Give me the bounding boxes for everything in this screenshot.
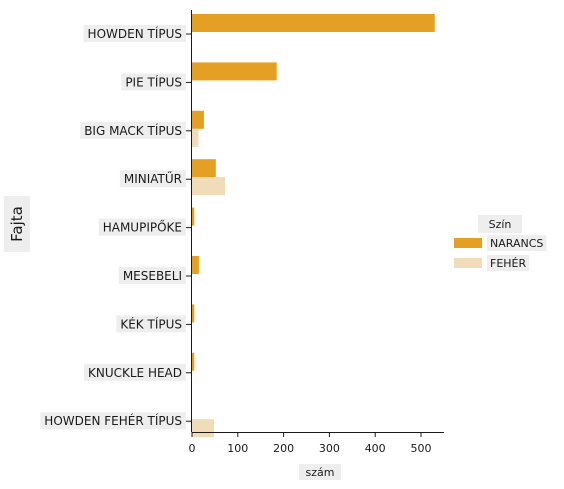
category-label-bg bbox=[83, 363, 186, 381]
category-label-bg bbox=[80, 121, 186, 139]
category-label-bg bbox=[118, 267, 186, 284]
legend-swatch-narancs bbox=[454, 238, 482, 248]
bar-fehér-3 bbox=[192, 177, 225, 196]
bar-narancs-2 bbox=[192, 110, 204, 129]
legend-label-bg bbox=[487, 255, 530, 271]
legend: Szín NARANCS FEHÉR bbox=[454, 215, 547, 271]
x-axis-title: szám bbox=[306, 466, 335, 479]
x-axis-title-bg bbox=[299, 464, 341, 480]
category-label-bg bbox=[121, 73, 186, 91]
x-tick-label: 200 bbox=[273, 442, 294, 455]
bar-narancs-3 bbox=[192, 159, 216, 178]
x-tick-label: 500 bbox=[411, 442, 432, 455]
category-label: HOWDEN FEHÉR TÍPUS bbox=[44, 413, 182, 428]
legend-label-fehér: FEHÉR bbox=[490, 257, 526, 270]
y-axis-title-bg bbox=[4, 196, 30, 252]
x-tick-label: 100 bbox=[227, 442, 248, 455]
category-label: PIE TÍPUS bbox=[125, 74, 182, 89]
bar-fehér-2 bbox=[192, 128, 199, 147]
category-label-bg bbox=[40, 412, 186, 430]
category-label: HAMUPIPŐKE bbox=[103, 220, 182, 235]
x-tick-label: 300 bbox=[319, 442, 340, 455]
category-label: MESEBELI bbox=[123, 269, 182, 283]
category-label-bg bbox=[83, 25, 186, 42]
category-label: KÉK TÍPUS bbox=[120, 316, 182, 331]
legend-title: Szín bbox=[489, 218, 512, 231]
legend-label-narancs: NARANCS bbox=[490, 237, 543, 250]
category-label: MINIATŰR bbox=[124, 171, 182, 186]
bar-narancs-1 bbox=[192, 62, 277, 81]
bar-narancs-0 bbox=[192, 14, 435, 32]
x-ticks: 0 100 200 300 400 500 bbox=[189, 432, 432, 455]
bar-narancs-5 bbox=[192, 256, 199, 274]
category-label-bg bbox=[98, 218, 186, 236]
category-label: KNUCKLE HEAD bbox=[88, 366, 182, 380]
bars-group bbox=[192, 14, 435, 438]
bar-fehér-8 bbox=[192, 419, 214, 438]
legend-label-bg bbox=[487, 235, 547, 251]
category-label-bg bbox=[119, 170, 186, 188]
x-tick-label: 400 bbox=[365, 442, 386, 455]
x-tick-label: 0 bbox=[189, 442, 196, 455]
y-axis-title: Fajta bbox=[8, 206, 26, 242]
category-labels: HOWDEN TÍPUS PIE TÍPUS BIG MACK TÍPUS MINIA… bbox=[40, 10, 192, 432]
legend-swatch-fehér bbox=[454, 258, 482, 268]
bar-narancs-6 bbox=[192, 304, 195, 323]
bar-narancs-4 bbox=[192, 207, 195, 226]
category-label: HOWDEN TÍPUS bbox=[88, 26, 182, 41]
category-label-bg bbox=[116, 315, 186, 333]
bar-narancs-7 bbox=[192, 352, 195, 371]
category-label: BIG MACK TÍPUS bbox=[84, 123, 182, 138]
legend-title-bg bbox=[478, 215, 522, 233]
